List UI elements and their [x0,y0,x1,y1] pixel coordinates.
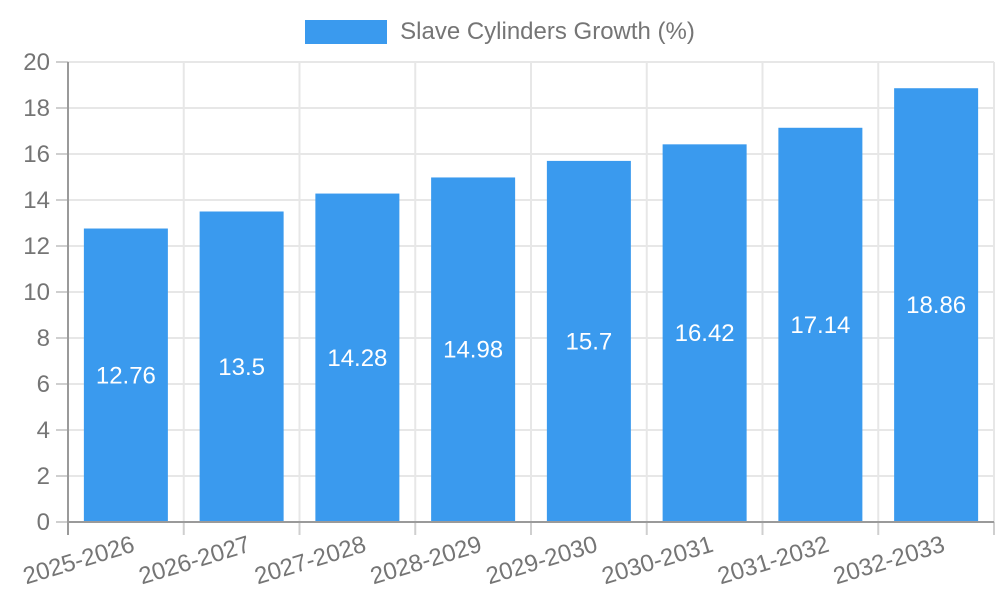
x-tick-label: 2030-2031 [599,531,717,590]
y-tick-label: 4 [37,417,50,444]
bar[interactable] [83,228,168,522]
bar[interactable] [199,211,284,523]
x-tick-label: 2029-2030 [483,531,601,590]
y-tick-label: 16 [23,141,50,168]
x-tick-label: 2032-2033 [830,531,948,590]
bar[interactable] [662,144,747,522]
bar[interactable] [315,193,400,522]
bar-value-label: 17.14 [790,312,850,339]
y-tick-label: 8 [37,325,50,352]
bar-value-label: 15.7 [566,328,613,355]
legend-label: Slave Cylinders Growth (%) [400,18,695,45]
y-tick-label: 18 [23,95,50,122]
bar-value-label: 18.86 [906,292,966,319]
bar[interactable] [778,127,863,522]
y-tick-label: 14 [23,187,50,214]
y-tick-label: 0 [37,509,50,536]
bar-value-label: 16.42 [675,320,735,347]
x-tick-label: 2027-2028 [251,531,369,590]
x-tick-label: 2031-2032 [714,531,832,590]
bar-value-label: 14.98 [443,337,503,364]
y-tick-label: 20 [23,49,50,76]
bar-value-label: 12.76 [96,362,156,389]
y-tick-label: 6 [37,371,50,398]
bar-value-label: 13.5 [218,354,265,381]
y-tick-label: 10 [23,279,50,306]
legend[interactable]: Slave Cylinders Growth (%) [0,18,1000,46]
x-tick-label: 2025-2026 [20,531,138,590]
y-tick-label: 12 [23,233,50,260]
bar[interactable] [894,88,979,522]
x-tick-label: 2026-2027 [136,531,254,590]
legend-swatch [305,20,388,44]
x-tick-label: 2028-2029 [367,531,485,590]
bar[interactable] [431,177,516,522]
bar[interactable] [546,160,631,522]
y-tick-label: 2 [37,463,50,490]
bar-value-label: 14.28 [327,345,387,372]
